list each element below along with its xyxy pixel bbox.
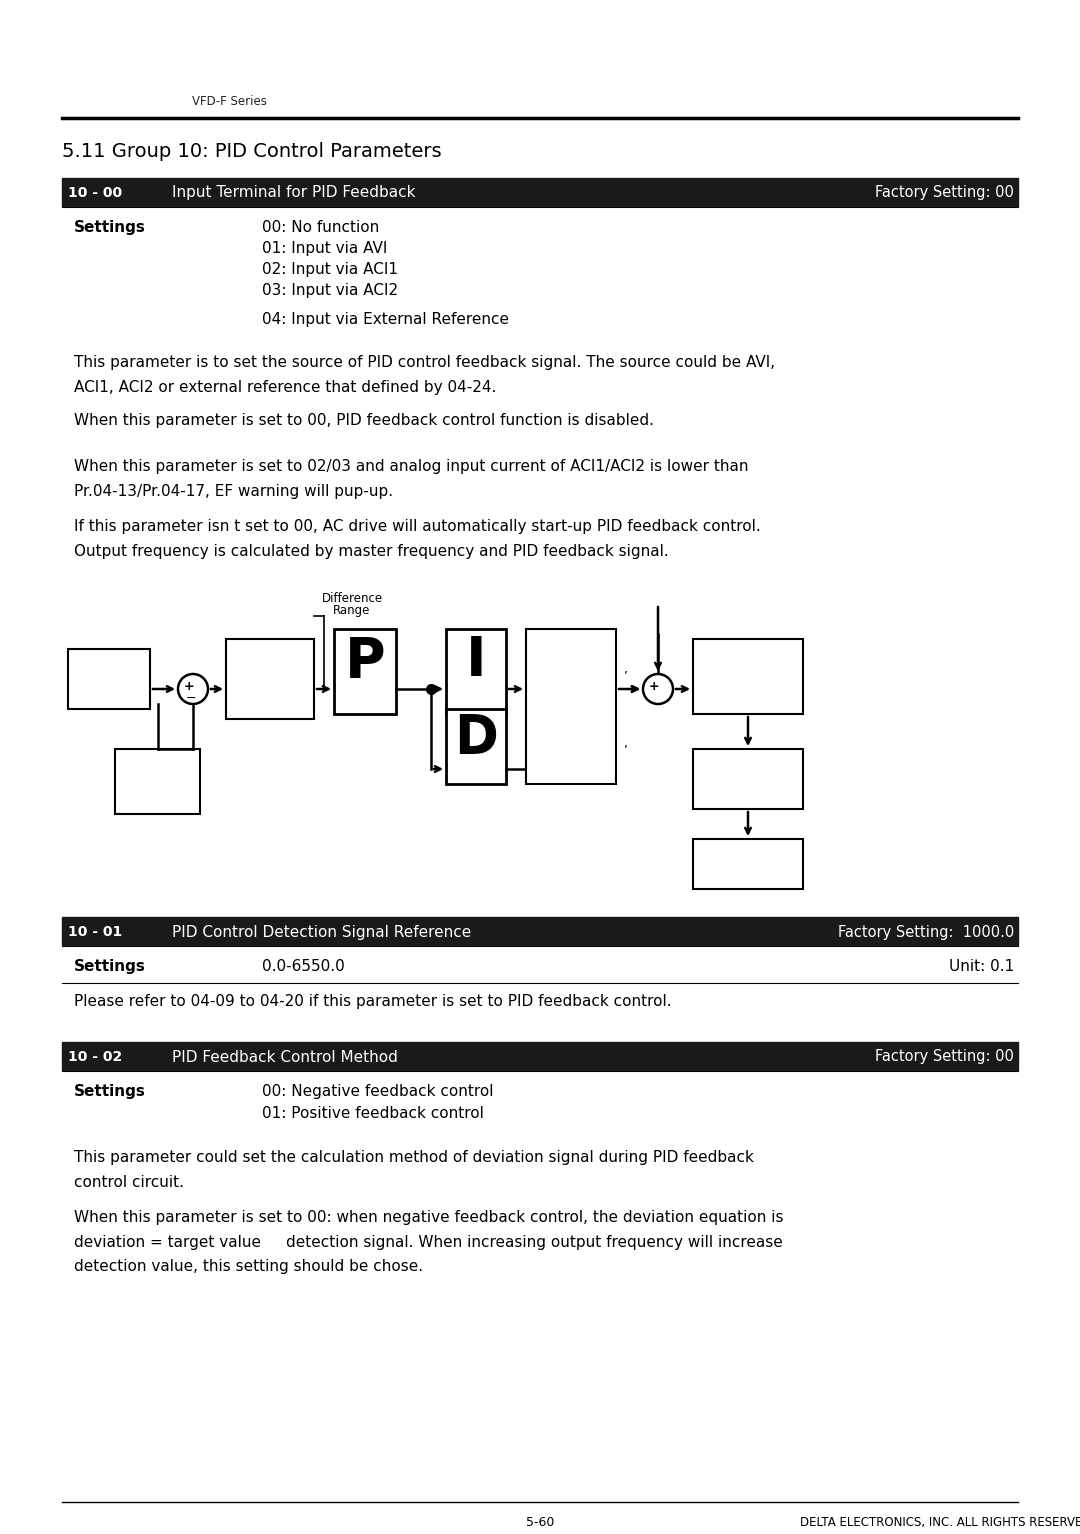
Text: DELTA ELECTRONICS, INC. ALL RIGHTS RESERVED: DELTA ELECTRONICS, INC. ALL RIGHTS RESER…: [800, 1516, 1080, 1529]
Text: Primary
Low Pass
FilterTime
10-07: Primary Low Pass FilterTime 10-07: [719, 641, 778, 703]
Text: 10 - 00: 10 - 00: [68, 186, 122, 199]
Text: Factory Setting: 00: Factory Setting: 00: [875, 1049, 1014, 1065]
Text: 01: Input via AVI: 01: Input via AVI: [262, 241, 388, 256]
Bar: [68, 649, 150, 709]
Text: Input Terminal for PID Feedback: Input Terminal for PID Feedback: [172, 186, 416, 201]
Text: Upper/Lower
bound Freq.
01-07/01-08: Upper/Lower bound Freq. 01-07/01-08: [711, 756, 785, 801]
Bar: [114, 749, 200, 815]
Text: If this parameter isn t set to 00, AC drive will automatically start-up PID feed: If this parameter isn t set to 00, AC dr…: [75, 518, 760, 558]
Text: 10-04: 10-04: [459, 695, 494, 707]
Text: 10-03: 10-03: [348, 695, 382, 707]
Text: P: P: [345, 635, 386, 689]
Text: 02: Input via ACI1: 02: Input via ACI1: [262, 262, 399, 278]
Text: 5-60: 5-60: [526, 1516, 554, 1529]
Bar: [226, 640, 314, 719]
Bar: [62, 178, 1018, 206]
Text: 10-06: 10-06: [554, 762, 589, 776]
Text: Frequency
Command: Frequency Command: [717, 850, 779, 879]
Text: VFD-F Series: VFD-F Series: [192, 95, 267, 107]
Text: +: +: [184, 681, 194, 693]
Bar: [693, 749, 804, 808]
Circle shape: [178, 673, 208, 704]
Text: −: −: [186, 692, 197, 704]
Text: Factory Setting:  1000.0: Factory Setting: 1000.0: [838, 925, 1014, 939]
Text: This parameter is to set the source of PID control feedback signal. The source c: This parameter is to set the source of P…: [75, 354, 775, 394]
Text: Settings: Settings: [75, 219, 146, 235]
Text: When this parameter is set to 00: when negative feedback control, the deviation : When this parameter is set to 00: when n…: [75, 1210, 783, 1275]
Text: This parameter could set the calculation method of deviation signal during PID f: This parameter could set the calculation…: [75, 1150, 754, 1189]
Text: 03: Input via ACI2: 03: Input via ACI2: [262, 282, 399, 298]
Text: 5.11 Group 10: PID Control Parameters: 5.11 Group 10: PID Control Parameters: [62, 143, 442, 161]
Bar: [62, 1042, 1018, 1071]
Text: D: D: [454, 712, 498, 764]
Text: +: +: [649, 681, 659, 693]
Text: 00: No function: 00: No function: [262, 219, 379, 235]
Text: Please refer to 04-09 to 04-20 if this parameter is set to PID feedback control.: Please refer to 04-09 to 04-20 if this p…: [75, 994, 672, 1009]
Text: 00: Negative feedback control: 00: Negative feedback control: [262, 1085, 494, 1098]
Bar: [334, 629, 396, 713]
Bar: [526, 629, 616, 784]
Text: ,: ,: [624, 663, 627, 675]
Text: Target
value
02-00: Target value 02-00: [91, 657, 127, 703]
Text: Unit: 0.1: Unit: 0.1: [948, 959, 1014, 974]
Text: Detection
Signal
10-01: Detection Signal 10-01: [129, 759, 186, 804]
Text: Position/
Negative
Feedback: Position/ Negative Feedback: [242, 649, 298, 693]
Bar: [693, 640, 804, 713]
Text: Upper
Bound for
Integral
Control: Upper Bound for Integral Control: [542, 660, 599, 723]
Text: Factory Setting: 00: Factory Setting: 00: [875, 186, 1014, 201]
Text: 0.0-6550.0: 0.0-6550.0: [262, 959, 345, 974]
Text: 10 - 02: 10 - 02: [68, 1049, 122, 1065]
Bar: [446, 629, 507, 713]
Circle shape: [643, 673, 673, 704]
Text: Settings: Settings: [75, 1085, 146, 1098]
Bar: [62, 917, 1018, 945]
Text: When this parameter is set to 00, PID feedback control function is disabled.: When this parameter is set to 00, PID fe…: [75, 413, 654, 428]
Text: 01: Positive feedback control: 01: Positive feedback control: [262, 1106, 484, 1121]
Bar: [693, 839, 804, 890]
Text: I: I: [465, 635, 486, 689]
Text: When this parameter is set to 02/03 and analog input current of ACI1/ACI2 is low: When this parameter is set to 02/03 and …: [75, 459, 748, 499]
Text: Difference: Difference: [322, 592, 382, 604]
Text: 10-05: 10-05: [459, 765, 492, 778]
Bar: [446, 709, 507, 784]
Text: 04: Input via External Reference: 04: Input via External Reference: [262, 311, 509, 327]
Text: ,: ,: [624, 738, 627, 750]
Text: 10-02: 10-02: [253, 701, 287, 713]
Text: Settings: Settings: [75, 959, 146, 974]
Text: PID Feedback Control Method: PID Feedback Control Method: [172, 1049, 397, 1065]
Text: Range: Range: [334, 604, 370, 617]
Text: PID Control Detection Signal Reference: PID Control Detection Signal Reference: [172, 925, 471, 939]
Text: 10 - 01: 10 - 01: [68, 925, 122, 939]
